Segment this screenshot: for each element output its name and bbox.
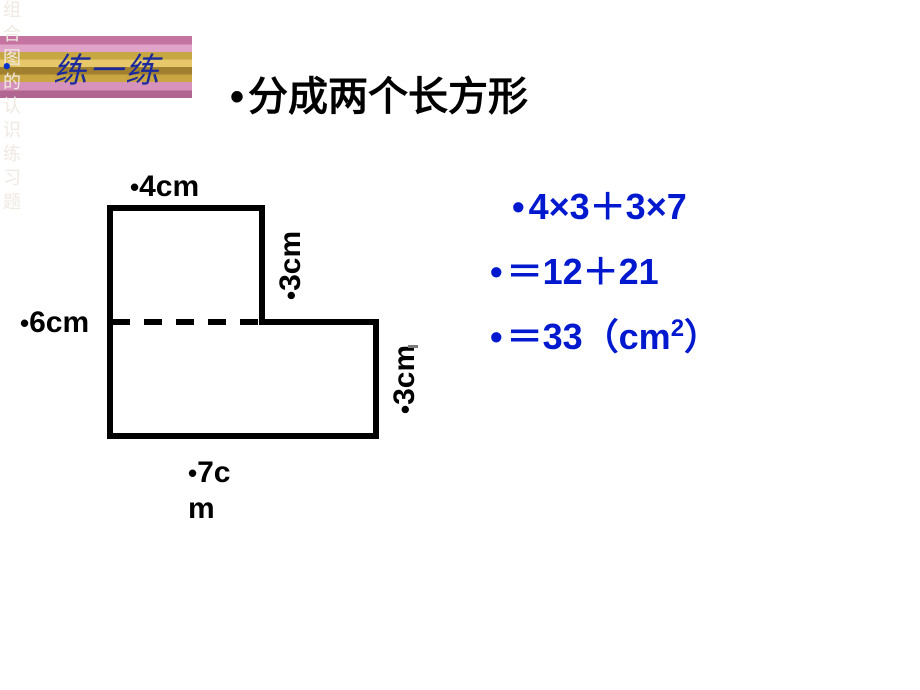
heading-text: 分成两个长方形 [248, 75, 528, 119]
page-heading: •分成两个长方形 [230, 64, 528, 122]
calc-line-1: •4×3＋3×7 [490, 175, 720, 240]
shape-diagram: •4cm •3cm •3cm •6cm •7c m [20, 160, 420, 520]
ribbon-label: 练一练 [31, 43, 161, 92]
ribbon-bullet: • [2, 52, 11, 82]
calculation-block: •4×3＋3×7 •＝12＋21 •＝33（cm2） [490, 175, 720, 369]
label-top: •4cm [130, 170, 199, 203]
practice-ribbon: • 练一练 [0, 36, 192, 98]
label-left: •6cm [20, 306, 89, 339]
heading-bullet: • [230, 75, 244, 119]
tiny-dash-mark [408, 345, 418, 348]
label-right-lower: •3cm [388, 345, 420, 414]
label-bottom-line2: m [188, 492, 215, 520]
sidebar-faint-text: 组合图的认识练习题 [2, 0, 20, 216]
calc-line-3: •＝33（cm2） [490, 305, 720, 370]
calc-line-2: •＝12＋21 [490, 240, 720, 305]
label-bottom-line1: •7c [188, 456, 230, 489]
label-right-upper: •3cm [274, 231, 307, 300]
